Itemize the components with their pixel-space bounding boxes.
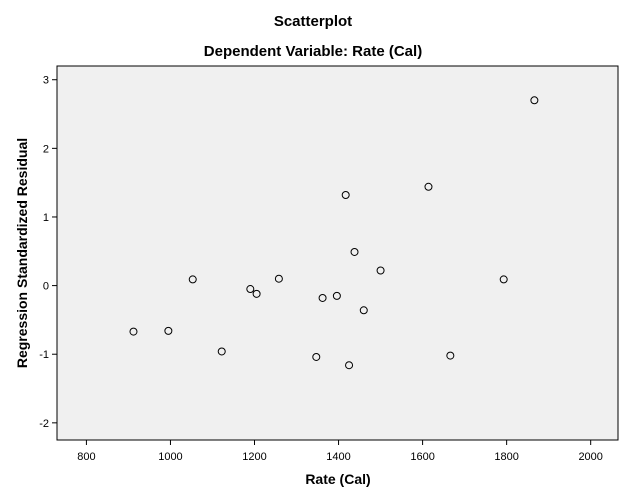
data-point [312, 352, 321, 361]
data-point [252, 289, 261, 298]
data-point [341, 191, 350, 200]
chart-title: Scatterplot [273, 13, 353, 30]
data-point [424, 182, 433, 191]
data-point [446, 351, 455, 360]
x-tick-label: 1600 [410, 451, 434, 463]
y-tick-label: -2 [39, 418, 49, 430]
y-axis-title: Regression Standardized Residual [14, 138, 30, 368]
plot-area [56, 65, 619, 441]
data-point [332, 291, 341, 300]
y-tick-label: 3 [43, 75, 49, 87]
y-tick-label: 2 [43, 143, 49, 155]
chart-subtitle: Dependent Variable: Rate (Cal) [203, 43, 423, 60]
y-tick-label: 0 [43, 281, 49, 293]
x-tick-label: 1000 [158, 451, 182, 463]
data-point [129, 327, 138, 336]
data-point [164, 326, 173, 335]
y-tick-label: 1 [43, 212, 49, 224]
data-point [359, 306, 368, 315]
data-point [350, 247, 359, 256]
data-point [345, 361, 354, 370]
x-tick-label: 1800 [494, 451, 518, 463]
data-point [246, 285, 255, 294]
data-point [376, 266, 385, 275]
data-point [530, 96, 539, 105]
x-axis-title: Rate (Cal) [305, 471, 370, 487]
x-tick-label: 2000 [578, 451, 602, 463]
data-point [188, 275, 197, 284]
data-point [274, 274, 283, 283]
y-tick-label: -1 [39, 349, 49, 361]
data-point [318, 293, 327, 302]
x-tick-label: 800 [77, 451, 95, 463]
x-tick-label: 1200 [242, 451, 266, 463]
x-tick-label: 1400 [326, 451, 350, 463]
data-point [217, 347, 226, 356]
data-point [499, 275, 508, 284]
